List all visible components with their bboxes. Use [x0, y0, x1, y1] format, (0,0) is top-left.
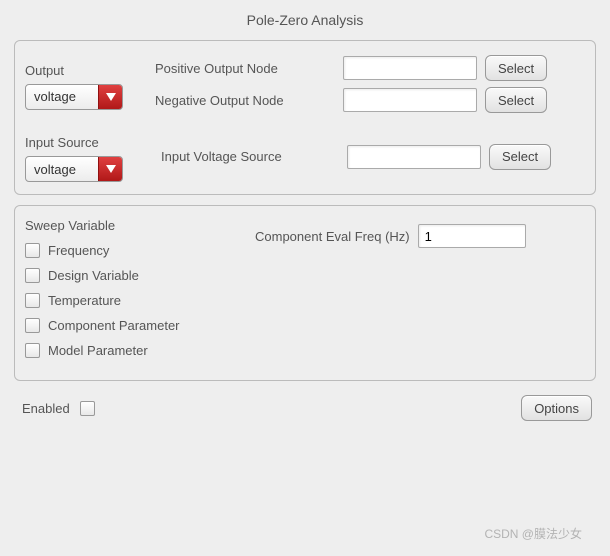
positive-output-label: Positive Output Node: [155, 61, 335, 76]
output-input-panel: Output voltage Positive Output Node Sele…: [14, 40, 596, 195]
positive-output-input[interactable]: [343, 56, 477, 80]
footer-row: Enabled Options: [8, 391, 602, 421]
frequency-label: Frequency: [48, 243, 109, 258]
enabled-label: Enabled: [22, 401, 70, 416]
model-parameter-label: Model Parameter: [48, 343, 148, 358]
design-variable-checkbox[interactable]: [25, 268, 40, 283]
negative-output-label: Negative Output Node: [155, 93, 335, 108]
temperature-label: Temperature: [48, 293, 121, 308]
model-parameter-checkbox[interactable]: [25, 343, 40, 358]
input-voltage-source-label: Input Voltage Source: [161, 149, 339, 164]
input-source-section-label: Input Source: [25, 135, 145, 150]
sweep-variable-panel: Sweep Variable Frequency Design Variable…: [14, 205, 596, 381]
component-parameter-checkbox[interactable]: [25, 318, 40, 333]
frequency-checkbox[interactable]: [25, 243, 40, 258]
input-source-dropdown[interactable]: voltage: [25, 156, 123, 182]
input-voltage-source-input[interactable]: [347, 145, 481, 169]
negative-output-select-button[interactable]: Select: [485, 87, 547, 113]
chevron-down-icon: [98, 85, 122, 109]
watermark-text: CSDN @膜法少女: [484, 525, 582, 542]
chevron-down-icon: [98, 157, 122, 181]
negative-output-input[interactable]: [343, 88, 477, 112]
design-variable-label: Design Variable: [48, 268, 139, 283]
output-dropdown-value: voltage: [26, 85, 98, 109]
window-title: Pole-Zero Analysis: [8, 8, 602, 36]
component-parameter-label: Component Parameter: [48, 318, 180, 333]
input-voltage-select-button[interactable]: Select: [489, 144, 551, 170]
output-section-label: Output: [25, 63, 145, 78]
sweep-variable-section-label: Sweep Variable: [25, 218, 225, 233]
enabled-checkbox[interactable]: [80, 401, 95, 416]
positive-output-select-button[interactable]: Select: [485, 55, 547, 81]
options-button[interactable]: Options: [521, 395, 592, 421]
output-type-dropdown[interactable]: voltage: [25, 84, 123, 110]
pole-zero-analysis-window: Pole-Zero Analysis Output voltage Positi…: [8, 8, 602, 421]
input-source-dropdown-value: voltage: [26, 157, 98, 181]
component-eval-freq-input[interactable]: [418, 224, 526, 248]
component-eval-freq-label: Component Eval Freq (Hz): [255, 229, 410, 244]
temperature-checkbox[interactable]: [25, 293, 40, 308]
